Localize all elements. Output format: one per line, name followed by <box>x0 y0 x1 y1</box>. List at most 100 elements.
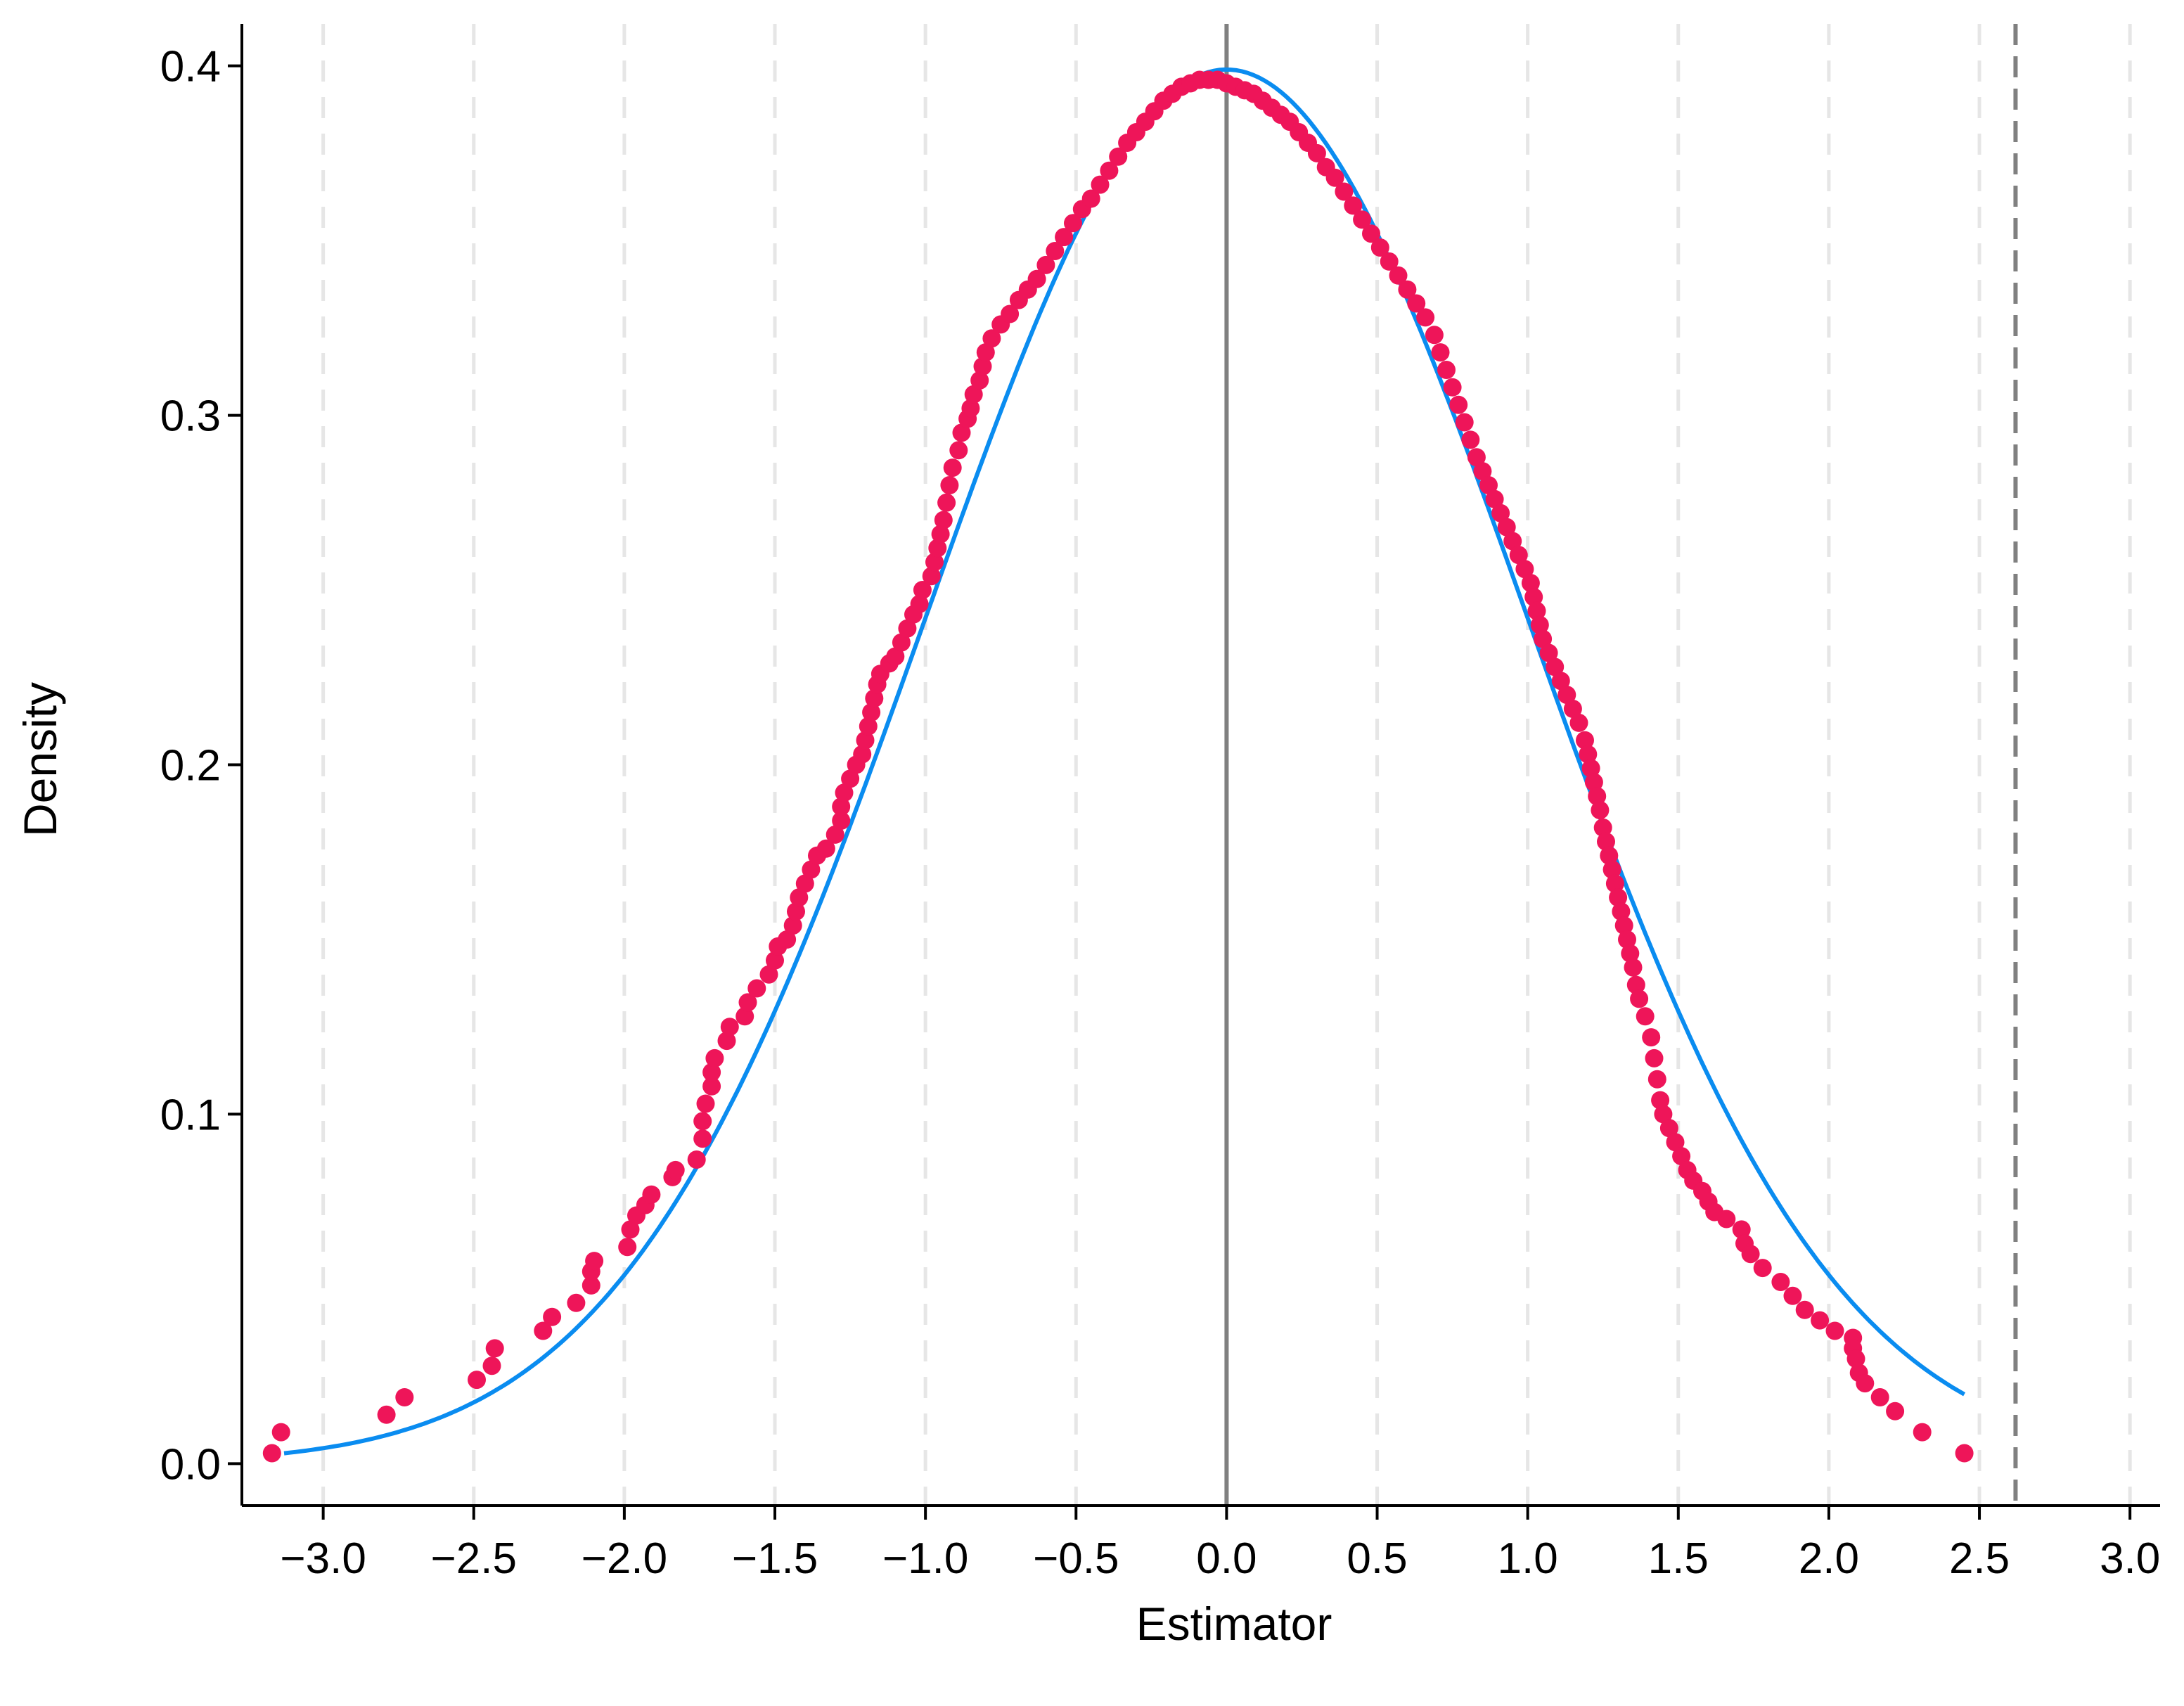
density-point <box>1398 280 1417 299</box>
density-point <box>1651 1091 1670 1110</box>
density-point <box>482 1357 501 1375</box>
density-point <box>377 1405 396 1424</box>
x-tick-label: −1.5 <box>732 1534 818 1583</box>
density-point <box>913 581 932 599</box>
density-point <box>856 731 875 750</box>
density-point <box>271 1423 290 1442</box>
density-point <box>1741 1245 1760 1264</box>
x-tick-label: 3.0 <box>2100 1534 2160 1583</box>
density-point <box>1344 196 1363 215</box>
density-point <box>1591 801 1610 820</box>
density-point <box>1491 504 1510 522</box>
density-point <box>1539 643 1558 662</box>
density-point <box>1602 860 1621 879</box>
density-point <box>642 1185 661 1204</box>
density-point <box>1588 787 1607 806</box>
density-point <box>778 930 797 949</box>
density-point <box>973 357 992 376</box>
density-point <box>738 993 757 1012</box>
density-point <box>1581 759 1600 778</box>
density-point <box>1473 462 1492 481</box>
density-point <box>952 423 971 442</box>
density-point <box>802 860 821 879</box>
density-point <box>783 916 802 935</box>
y-tick-label: 0.4 <box>160 43 221 91</box>
density-point <box>1449 395 1468 414</box>
density-point <box>702 1077 721 1096</box>
density-point <box>949 441 968 460</box>
density-point <box>702 1063 721 1082</box>
density-point <box>1064 214 1082 233</box>
density-point <box>1597 832 1615 851</box>
x-tick-label: 0.5 <box>1347 1534 1407 1583</box>
density-point <box>1612 902 1631 921</box>
density-point <box>934 511 953 530</box>
density-point <box>1524 588 1543 606</box>
y-tick-label: 0.3 <box>160 392 221 441</box>
y-tick-label: 0.2 <box>160 742 221 790</box>
density-point <box>982 329 1001 348</box>
density-point <box>1621 944 1640 963</box>
density-point <box>1645 1048 1664 1067</box>
density-point <box>1811 1311 1830 1330</box>
x-tick-label: −0.5 <box>1033 1534 1119 1583</box>
density-point <box>886 647 905 666</box>
density-point <box>1325 168 1344 187</box>
density-point <box>1579 745 1598 764</box>
density-point <box>976 343 995 362</box>
density-point <box>1647 1070 1666 1089</box>
density-point <box>1753 1259 1772 1278</box>
density-point <box>1055 228 1074 247</box>
density-point <box>1771 1273 1790 1291</box>
density-point <box>1081 189 1100 208</box>
density-point <box>693 1129 712 1148</box>
density-point <box>1605 874 1624 893</box>
density-point <box>1624 958 1643 977</box>
density-point <box>1467 448 1486 467</box>
density-point <box>1515 560 1534 579</box>
x-tick-label: 2.0 <box>1799 1534 1859 1583</box>
density-point <box>937 493 956 512</box>
density-point <box>1485 489 1504 508</box>
density-point <box>1091 175 1110 194</box>
density-point <box>1431 343 1450 362</box>
density-point <box>1036 255 1055 274</box>
density-point <box>262 1444 281 1463</box>
density-point <box>1913 1423 1932 1442</box>
density-point <box>826 825 844 844</box>
density-point <box>1416 308 1435 327</box>
density-point <box>705 1048 724 1067</box>
density-point <box>1027 269 1046 288</box>
density-point <box>1407 294 1426 313</box>
density-point <box>970 371 989 390</box>
density-point <box>922 567 941 586</box>
y-axis-title: Density <box>14 682 66 837</box>
density-point <box>766 951 784 970</box>
density-point <box>1461 430 1480 449</box>
density-point <box>1335 182 1354 201</box>
x-axis-title: Estimator <box>1136 1598 1332 1650</box>
reference-lines <box>1224 24 2018 1506</box>
density-point <box>835 783 854 802</box>
density-point <box>832 797 851 816</box>
density-point <box>534 1321 553 1340</box>
density-point <box>961 399 980 418</box>
density-point <box>1630 989 1649 1008</box>
density-point <box>1362 224 1380 243</box>
density-point <box>1534 629 1553 648</box>
density-point <box>1618 930 1636 949</box>
density-point <box>395 1388 414 1406</box>
density-point <box>1527 601 1546 620</box>
density-point <box>795 874 814 893</box>
density-point <box>898 619 917 638</box>
density-point <box>720 1018 739 1037</box>
density-point <box>853 745 872 764</box>
density-point <box>1732 1220 1751 1239</box>
density-point <box>1521 574 1540 593</box>
density-point <box>1497 518 1516 537</box>
density-point <box>910 594 929 613</box>
density-point <box>687 1150 706 1169</box>
density-point <box>585 1252 604 1271</box>
x-tick-label: 1.0 <box>1498 1534 1558 1583</box>
density-point <box>859 717 878 736</box>
